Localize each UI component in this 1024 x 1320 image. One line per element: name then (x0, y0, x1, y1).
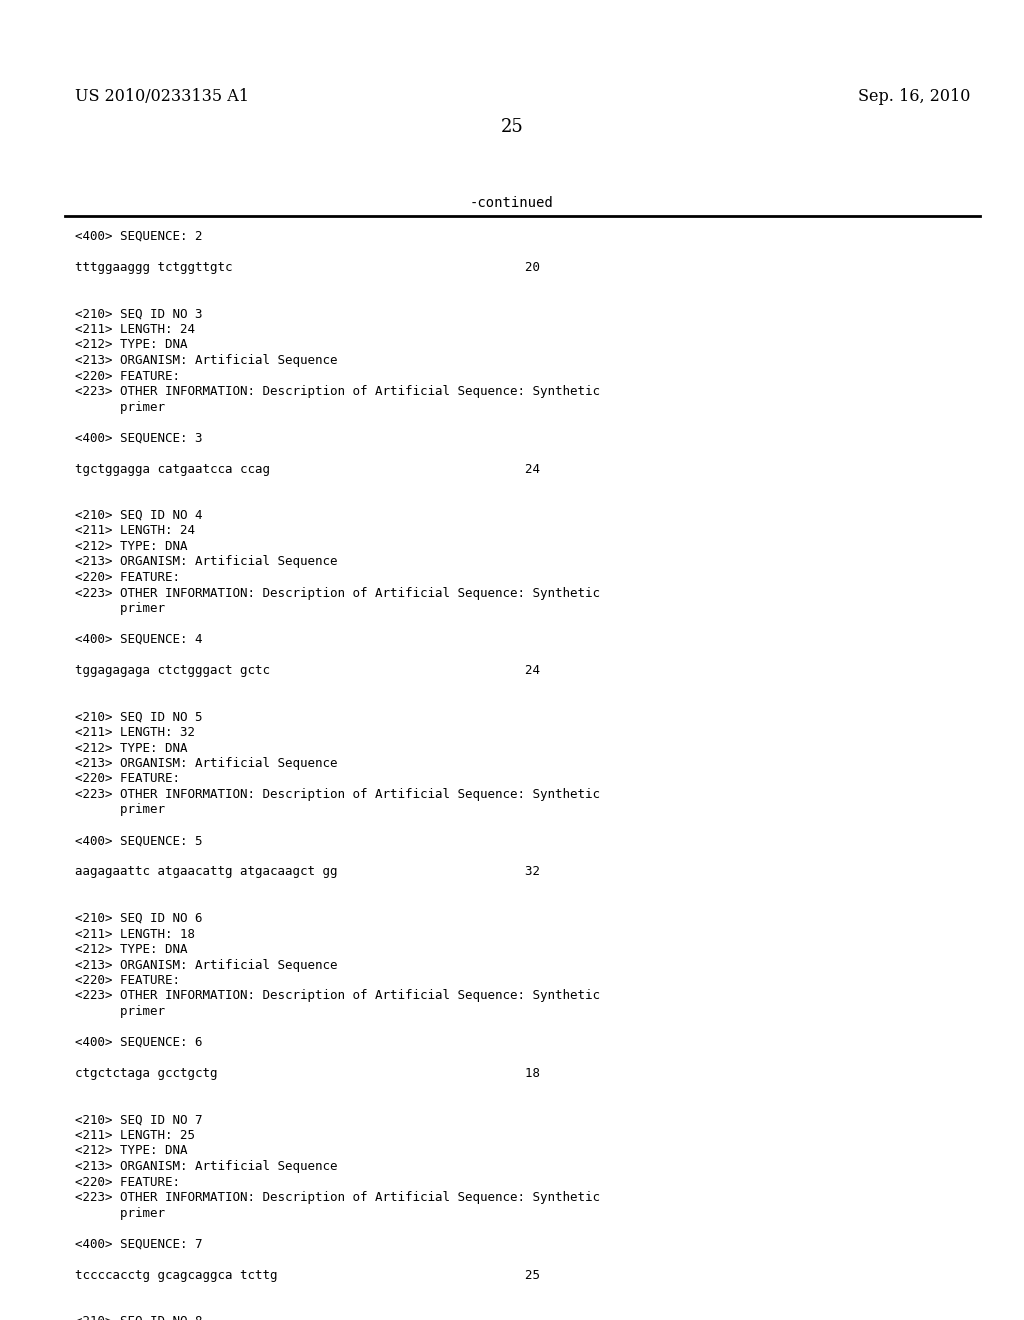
Text: <211> LENGTH: 24: <211> LENGTH: 24 (75, 323, 195, 337)
Text: <213> ORGANISM: Artificial Sequence: <213> ORGANISM: Artificial Sequence (75, 958, 338, 972)
Text: <400> SEQUENCE: 6: <400> SEQUENCE: 6 (75, 1036, 203, 1049)
Text: <212> TYPE: DNA: <212> TYPE: DNA (75, 742, 187, 755)
Text: <400> SEQUENCE: 3: <400> SEQUENCE: 3 (75, 432, 203, 445)
Text: primer: primer (75, 804, 165, 817)
Text: <223> OTHER INFORMATION: Description of Artificial Sequence: Synthetic: <223> OTHER INFORMATION: Description of … (75, 788, 600, 801)
Text: US 2010/0233135 A1: US 2010/0233135 A1 (75, 88, 249, 106)
Text: <212> TYPE: DNA: <212> TYPE: DNA (75, 338, 187, 351)
Text: <220> FEATURE:: <220> FEATURE: (75, 370, 180, 383)
Text: <211> LENGTH: 18: <211> LENGTH: 18 (75, 928, 195, 940)
Text: <223> OTHER INFORMATION: Description of Artificial Sequence: Synthetic: <223> OTHER INFORMATION: Description of … (75, 990, 600, 1002)
Text: aagagaattc atgaacattg atgacaagct gg                         32: aagagaattc atgaacattg atgacaagct gg 32 (75, 866, 540, 879)
Text: <220> FEATURE:: <220> FEATURE: (75, 1176, 180, 1188)
Text: primer: primer (75, 400, 165, 413)
Text: <210> SEQ ID NO 3: <210> SEQ ID NO 3 (75, 308, 203, 321)
Text: <400> SEQUENCE: 5: <400> SEQUENCE: 5 (75, 834, 203, 847)
Text: tggagagaga ctctgggact gctc                                  24: tggagagaga ctctgggact gctc 24 (75, 664, 540, 677)
Text: <213> ORGANISM: Artificial Sequence: <213> ORGANISM: Artificial Sequence (75, 756, 338, 770)
Text: 25: 25 (501, 117, 523, 136)
Text: <213> ORGANISM: Artificial Sequence: <213> ORGANISM: Artificial Sequence (75, 556, 338, 569)
Text: <210> SEQ ID NO 7: <210> SEQ ID NO 7 (75, 1114, 203, 1126)
Text: -continued: -continued (470, 195, 554, 210)
Text: <210> SEQ ID NO 8: <210> SEQ ID NO 8 (75, 1315, 203, 1320)
Text: <223> OTHER INFORMATION: Description of Artificial Sequence: Synthetic: <223> OTHER INFORMATION: Description of … (75, 385, 600, 399)
Text: <210> SEQ ID NO 4: <210> SEQ ID NO 4 (75, 510, 203, 521)
Text: <213> ORGANISM: Artificial Sequence: <213> ORGANISM: Artificial Sequence (75, 1160, 338, 1173)
Text: <400> SEQUENCE: 4: <400> SEQUENCE: 4 (75, 634, 203, 645)
Text: <400> SEQUENCE: 7: <400> SEQUENCE: 7 (75, 1238, 203, 1250)
Text: <211> LENGTH: 24: <211> LENGTH: 24 (75, 524, 195, 537)
Text: <212> TYPE: DNA: <212> TYPE: DNA (75, 1144, 187, 1158)
Text: tttggaaggg tctggttgtc                                       20: tttggaaggg tctggttgtc 20 (75, 261, 540, 275)
Text: tgctggagga catgaatcca ccag                                  24: tgctggagga catgaatcca ccag 24 (75, 462, 540, 475)
Text: <400> SEQUENCE: 2: <400> SEQUENCE: 2 (75, 230, 203, 243)
Text: Sep. 16, 2010: Sep. 16, 2010 (858, 88, 970, 106)
Text: <223> OTHER INFORMATION: Description of Artificial Sequence: Synthetic: <223> OTHER INFORMATION: Description of … (75, 586, 600, 599)
Text: <210> SEQ ID NO 6: <210> SEQ ID NO 6 (75, 912, 203, 925)
Text: <220> FEATURE:: <220> FEATURE: (75, 572, 180, 583)
Text: tccccacctg gcagcaggca tcttg                                 25: tccccacctg gcagcaggca tcttg 25 (75, 1269, 540, 1282)
Text: <211> LENGTH: 32: <211> LENGTH: 32 (75, 726, 195, 739)
Text: primer: primer (75, 1206, 165, 1220)
Text: <210> SEQ ID NO 5: <210> SEQ ID NO 5 (75, 710, 203, 723)
Text: <223> OTHER INFORMATION: Description of Artificial Sequence: Synthetic: <223> OTHER INFORMATION: Description of … (75, 1191, 600, 1204)
Text: <220> FEATURE:: <220> FEATURE: (75, 772, 180, 785)
Text: <211> LENGTH: 25: <211> LENGTH: 25 (75, 1129, 195, 1142)
Text: <220> FEATURE:: <220> FEATURE: (75, 974, 180, 987)
Text: <212> TYPE: DNA: <212> TYPE: DNA (75, 942, 187, 956)
Text: <212> TYPE: DNA: <212> TYPE: DNA (75, 540, 187, 553)
Text: <213> ORGANISM: Artificial Sequence: <213> ORGANISM: Artificial Sequence (75, 354, 338, 367)
Text: primer: primer (75, 602, 165, 615)
Text: primer: primer (75, 1005, 165, 1018)
Text: ctgctctaga gcctgctg                                         18: ctgctctaga gcctgctg 18 (75, 1067, 540, 1080)
